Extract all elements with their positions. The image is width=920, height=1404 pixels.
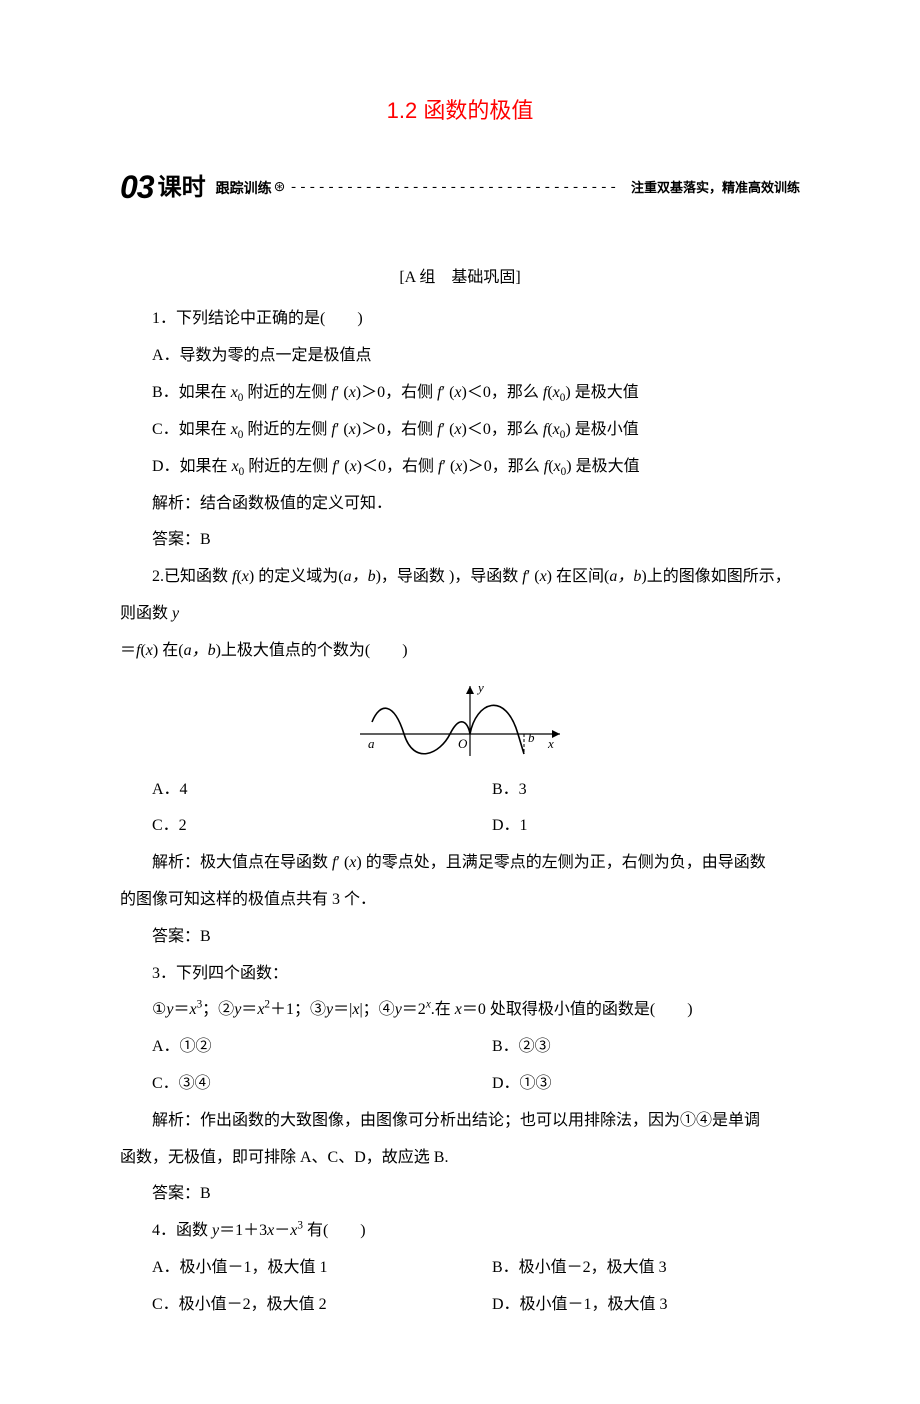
- q3-stem: 3．下列四个函数：: [120, 956, 800, 993]
- label-b: b: [528, 730, 535, 745]
- lesson-banner: 03 课时 跟踪训练 ⊛ ---------------------------…: [120, 151, 800, 225]
- q1-option-d: D．如果在 x0 附近的左侧 f′ (x)＜0，右侧 f′ (x)＞0，那么 f…: [120, 449, 800, 486]
- q3-answer: 答案：B: [120, 1176, 800, 1213]
- section-title: 1.2 函数的极值: [120, 96, 800, 127]
- q4-option-a: A．极小值－1，极大值 1: [120, 1250, 460, 1287]
- q3-options-row2: C．③④ D．①③: [120, 1066, 800, 1103]
- q4-options-row1: A．极小值－1，极大值 1 B．极小值－2，极大值 3: [120, 1250, 800, 1287]
- q4-option-b: B．极小值－2，极大值 3: [460, 1250, 800, 1287]
- q1-option-c: C．如果在 x0 附近的左侧 f′ (x)＞0，右侧 f′ (x)＜0，那么 f…: [120, 412, 800, 449]
- banner-subtitle: 跟踪训练: [216, 172, 272, 204]
- lesson-number: 03: [120, 151, 154, 225]
- q2-stem-line1: 2.已知函数 f(x) 的定义域为(a，b)，导函数 )，导函数 f′ (x) …: [120, 559, 800, 633]
- q1-answer: 答案：B: [120, 522, 800, 559]
- q3-explain-line1: 解析：作出函数的大致图像，由图像可分析出结论；也可以用排除法，因为①④是单调: [120, 1103, 800, 1140]
- q4-option-d: D．极小值－1，极大值 3: [460, 1287, 800, 1324]
- q1-explain: 解析：结合函数极值的定义可知．: [120, 486, 800, 523]
- q1-option-a: A．导数为零的点一定是极值点: [120, 338, 800, 375]
- q2-explain-line2: 的图像可知这样的极值点共有 3 个．: [120, 882, 800, 919]
- q3-functions: ①y＝x3；②y＝x2＋1；③y＝|x|；④y＝2x.在 x＝0 处取得极小值的…: [120, 992, 800, 1029]
- label-x: x: [547, 736, 554, 751]
- label-O: O: [458, 736, 468, 751]
- q2-stem-line2: ＝f(x) 在(a，b)上极大值点的个数为( ): [120, 633, 800, 670]
- q1-option-b: B．如果在 x0 附近的左侧 f′ (x)＞0，右侧 f′ (x)＜0，那么 f…: [120, 375, 800, 412]
- q2-answer: 答案：B: [120, 919, 800, 956]
- lesson-word: 课时: [158, 160, 206, 215]
- q4-options-row2: C．极小值－2，极大值 2 D．极小值－1，极大值 3: [120, 1287, 800, 1324]
- q2-option-c: C．2: [120, 808, 460, 845]
- banner-slogan: 注重双基落实，精准高效训练: [631, 173, 800, 203]
- q4-option-c: C．极小值－2，极大值 2: [120, 1287, 460, 1324]
- banner-bullet-icon: ⊛: [274, 172, 286, 204]
- banner-dashes: -----------------------------------: [289, 172, 625, 204]
- q2-option-a: A．4: [120, 772, 460, 809]
- q1-stem: 1．下列结论中正确的是( ): [120, 301, 800, 338]
- q3-option-b: B．②③: [460, 1029, 800, 1066]
- q3-option-d: D．①③: [460, 1066, 800, 1103]
- q2-options-row2: C．2 D．1: [120, 808, 800, 845]
- y-arrow-icon: [466, 686, 474, 694]
- q3-explain-line2: 函数，无极值，即可排除 A、C、D，故应选 B.: [120, 1140, 800, 1177]
- label-a: a: [368, 736, 375, 751]
- q2-option-b: B．3: [460, 772, 800, 809]
- q2-option-d: D．1: [460, 808, 800, 845]
- q2-explain-line1: 解析：极大值点在导函数 f′ (x) 的零点处，且满足零点的左侧为正，右侧为负，…: [120, 845, 800, 882]
- q2-options-row1: A．4 B．3: [120, 772, 800, 809]
- derivative-curve: [372, 705, 524, 754]
- q2-figure: a b O x y: [120, 676, 800, 766]
- q4-stem: 4．函数 y＝1＋3x－x3 有( ): [120, 1213, 800, 1250]
- group-label: [A 组 基础巩固]: [120, 260, 800, 297]
- q3-option-c: C．③④: [120, 1066, 460, 1103]
- label-y: y: [476, 680, 484, 695]
- q3-option-a: A．①②: [120, 1029, 460, 1066]
- q3-options-row1: A．①② B．②③: [120, 1029, 800, 1066]
